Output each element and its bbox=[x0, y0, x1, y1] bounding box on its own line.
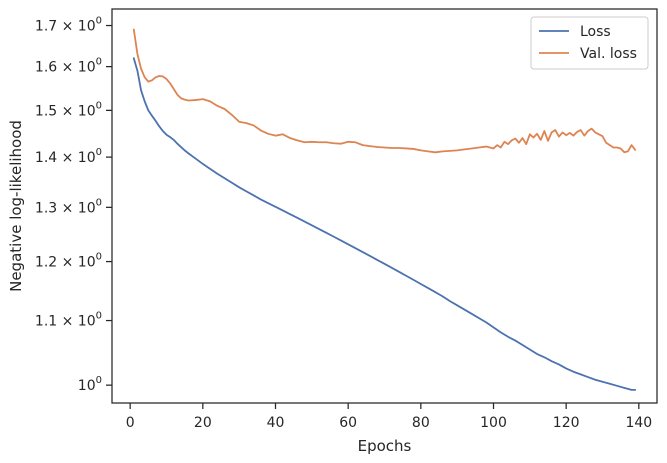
x-axis: 0 20 40 60 80 100 120 140 bbox=[126, 403, 652, 431]
x-tick-label-6: 120 bbox=[553, 415, 580, 431]
plot-frame bbox=[111, 8, 658, 404]
series-line-1 bbox=[132, 28, 637, 154]
series-line-0 bbox=[132, 57, 637, 391]
y-tick-label-4: 1.4 × 100 bbox=[35, 147, 102, 166]
y-tick-label-5: 1.5 × 100 bbox=[35, 100, 102, 119]
legend-label-val-loss: Val. loss bbox=[580, 46, 637, 62]
x-tick-label-5: 100 bbox=[480, 415, 507, 431]
y-tick-label-3: 1.3 × 100 bbox=[35, 197, 102, 216]
y-tick-label-7: 1.7 × 100 bbox=[35, 16, 102, 35]
y-tick-label-1: 1.1 × 100 bbox=[35, 311, 102, 330]
x-tick-label-0: 0 bbox=[126, 415, 135, 431]
legend: Loss Val. loss bbox=[530, 16, 649, 70]
legend-box bbox=[530, 16, 649, 70]
y-tick-label-0: 100 bbox=[78, 375, 102, 394]
x-axis-label: Epochs bbox=[358, 437, 412, 455]
x-tick-label-3: 60 bbox=[339, 415, 357, 431]
y-tick-label-6: 1.6 × 100 bbox=[35, 57, 102, 76]
x-tick-label-1: 20 bbox=[194, 415, 212, 431]
y-tick-label-2: 1.2 × 100 bbox=[35, 252, 102, 271]
legend-label-loss: Loss bbox=[580, 24, 611, 40]
x-tick-label-7: 140 bbox=[625, 415, 652, 431]
y-axis: 100 1.1 × 100 1.2 × 100 1.3 × 100 1.4 × 100 1… bbox=[35, 16, 112, 394]
x-tick-label-4: 80 bbox=[412, 415, 430, 431]
y-axis-label: Negative log-likelihood bbox=[7, 120, 25, 292]
x-tick-label-2: 40 bbox=[267, 415, 285, 431]
plot-area bbox=[112, 9, 657, 403]
series-layer bbox=[132, 28, 637, 391]
